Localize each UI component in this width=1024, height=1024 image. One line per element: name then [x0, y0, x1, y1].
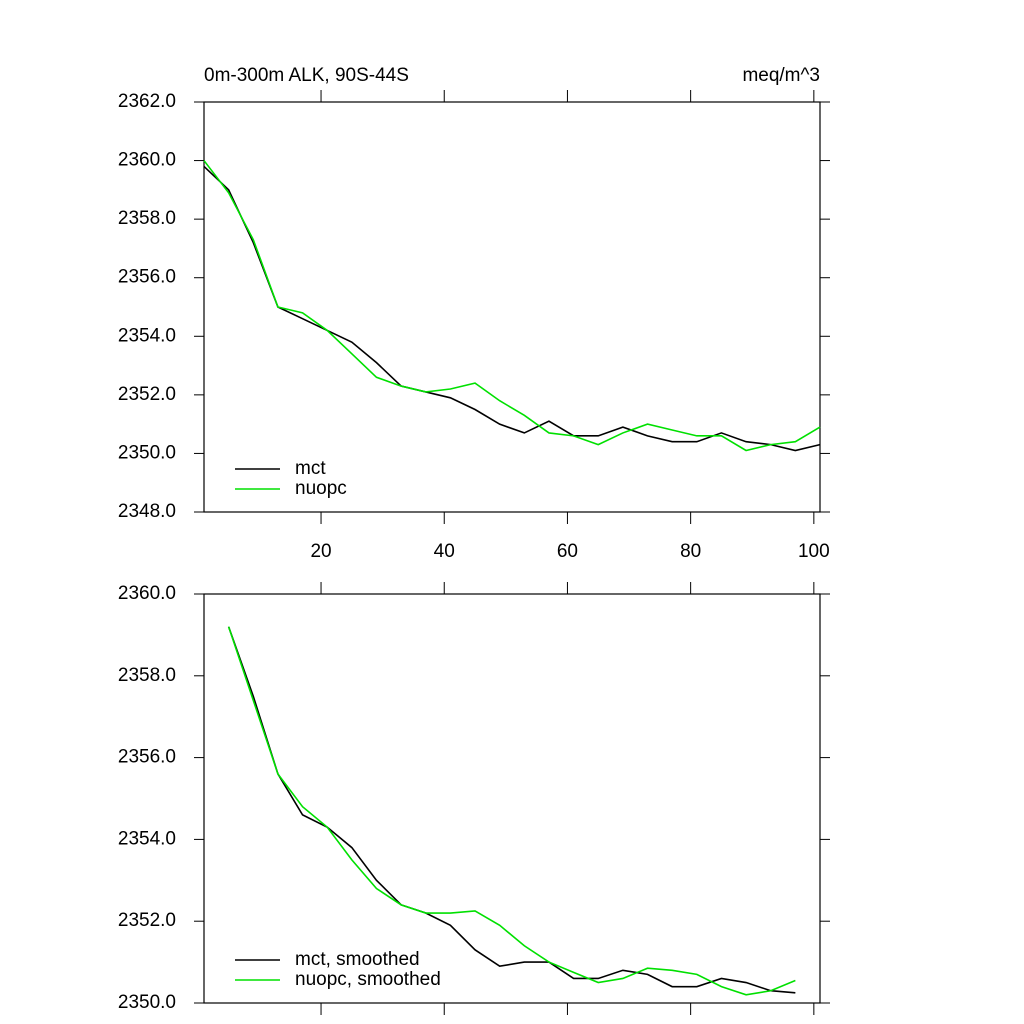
- x-tick-label: 80: [680, 541, 701, 562]
- y-tick-label: 2352.0: [118, 384, 176, 405]
- y-tick-label: 2362.0: [118, 91, 176, 112]
- y-tick-label: 2360.0: [118, 150, 176, 171]
- y-tick-label: 2348.0: [118, 501, 176, 522]
- y-tick-label: 2360.0: [118, 583, 176, 604]
- x-tick-label: 40: [434, 541, 455, 562]
- x-tick-label: 100: [798, 541, 830, 562]
- y-tick-label: 2352.0: [118, 910, 176, 931]
- y-tick-label: 2356.0: [118, 267, 176, 288]
- y-tick-label: 2358.0: [118, 665, 176, 686]
- chart-units: meq/m^3: [742, 65, 820, 86]
- chart-title: 0m-300m ALK, 90S-44S: [204, 65, 409, 86]
- legend-label: mct: [295, 458, 326, 479]
- y-tick-label: 2358.0: [118, 208, 176, 229]
- plot-frame: [203, 593, 821, 1004]
- legend-label: mct, smoothed: [295, 949, 420, 970]
- y-tick-label: 2356.0: [118, 747, 176, 768]
- y-tick-label: 2350.0: [118, 992, 176, 1013]
- y-tick-label: 2354.0: [118, 828, 176, 849]
- plot-frame: [203, 101, 821, 513]
- legend-label: nuopc, smoothed: [295, 969, 441, 990]
- series-line: [203, 160, 821, 452]
- series-line: [227, 626, 796, 994]
- legend-label: nuopc: [295, 478, 347, 499]
- y-tick-label: 2350.0: [118, 442, 176, 463]
- series-line: [203, 165, 821, 452]
- x-tick-label: 20: [310, 541, 331, 562]
- y-tick-label: 2354.0: [118, 325, 176, 346]
- x-tick-label: 60: [557, 541, 578, 562]
- series-line: [227, 626, 796, 996]
